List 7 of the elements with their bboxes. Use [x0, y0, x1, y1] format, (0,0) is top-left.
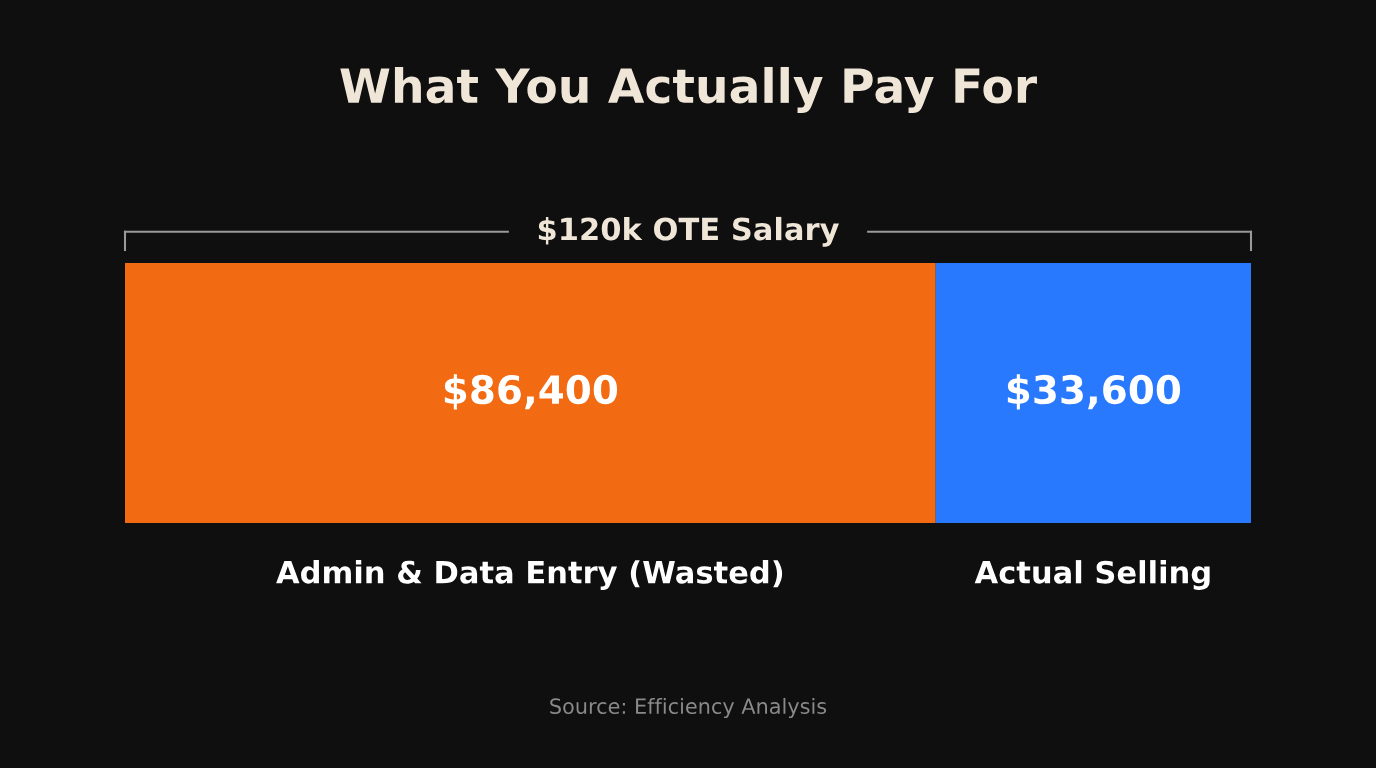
- series-label: Actual Selling: [974, 560, 1210, 590]
- text: $120k OTE Salary: [538, 216, 839, 247]
- chart-title: What You Actually Pay For: [340, 66, 1037, 114]
- series-label: Admin & Data Entry (Wasted): [276, 560, 783, 590]
- data-label: $33,600: [1007, 374, 1181, 410]
- data-label: $86,400: [444, 374, 618, 410]
- source-note: Source: Efficiency Analysis: [550, 697, 827, 719]
